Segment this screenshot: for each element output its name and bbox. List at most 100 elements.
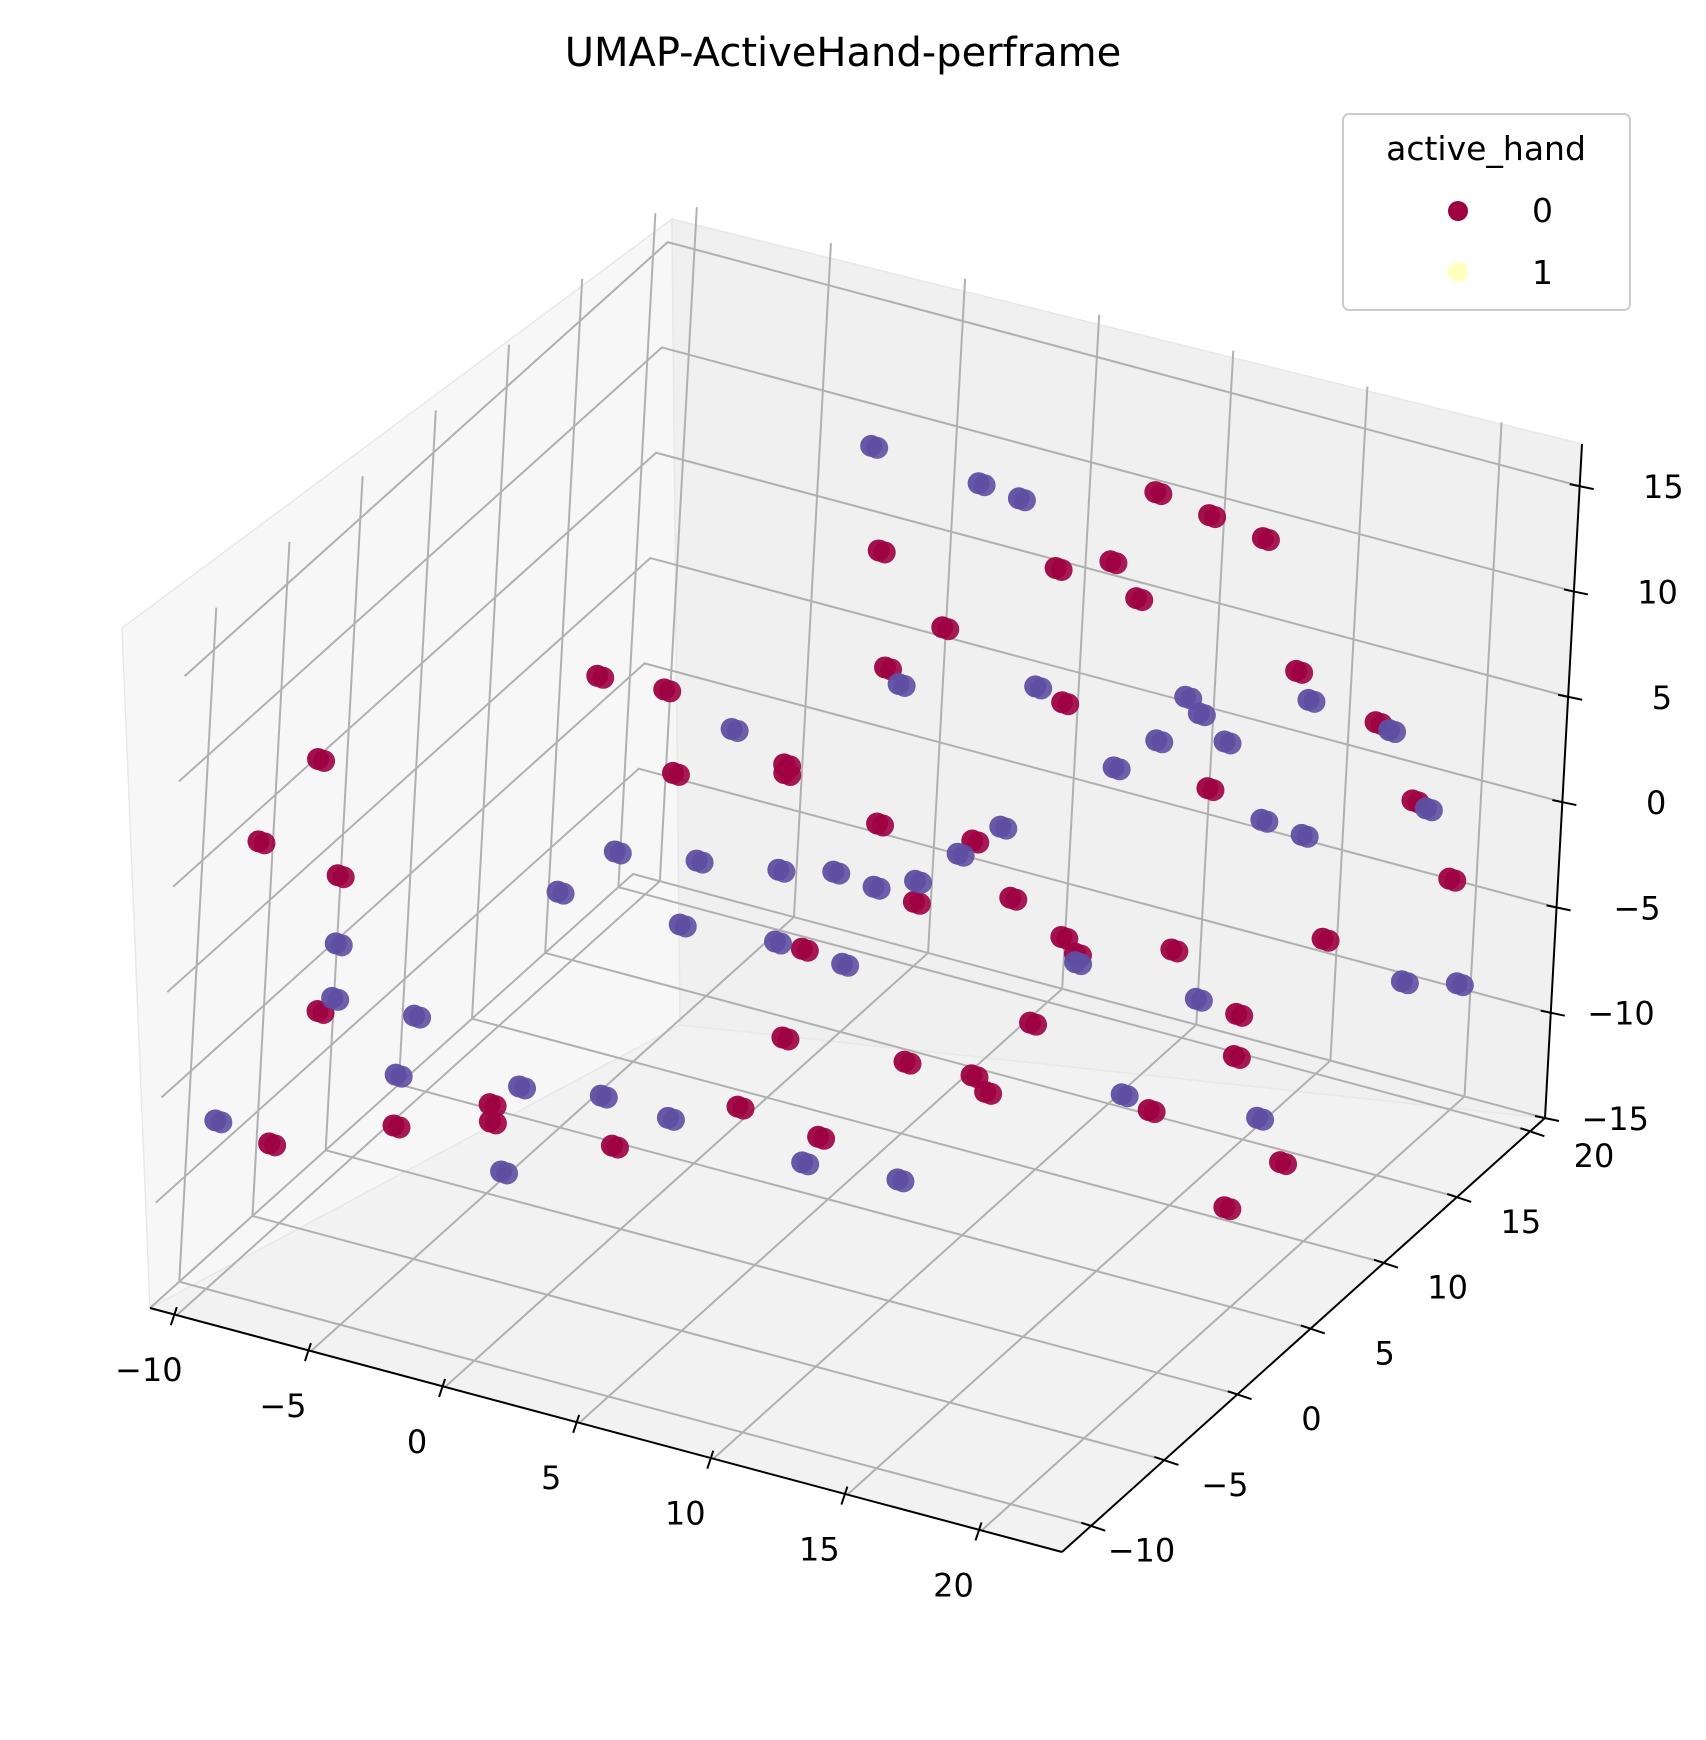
point-red (980, 1082, 1003, 1105)
point-red (1317, 929, 1340, 952)
z-tick-label: 10 (1637, 573, 1678, 611)
x-tick-label: −10 (115, 1351, 183, 1389)
y-tick-label: 0 (1301, 1400, 1321, 1438)
point-blue (1151, 731, 1174, 754)
point-blue (409, 1006, 432, 1029)
x-tick-label: 10 (665, 1495, 706, 1533)
point-red (966, 1066, 989, 1089)
z-tick-mark (1563, 588, 1589, 596)
point-blue (330, 934, 353, 957)
point-blue (662, 1108, 685, 1131)
point-red (1143, 1101, 1166, 1124)
point-red (779, 755, 802, 778)
z-tick-mark (1546, 904, 1571, 912)
point-blue (674, 915, 697, 938)
point-blue (390, 1065, 413, 1088)
point-blue (1420, 799, 1443, 822)
point-blue (866, 436, 889, 459)
point-blue (552, 882, 575, 905)
point-red (606, 1136, 629, 1159)
point-blue (609, 842, 632, 865)
point-red (313, 750, 336, 773)
z-gridline (166, 556, 1563, 993)
point-red (1105, 552, 1128, 575)
point-blue (1070, 953, 1093, 976)
z-tick-label: −15 (1581, 1100, 1649, 1138)
x-tick-mark (974, 1522, 983, 1541)
point-red (1057, 693, 1080, 716)
point-blue (770, 932, 793, 955)
point-red (732, 1097, 755, 1120)
point-red (873, 541, 896, 564)
legend-label-0: 0 (1532, 191, 1553, 230)
point-red (1025, 1013, 1048, 1036)
point-blue (595, 1086, 618, 1109)
point-red (659, 680, 682, 703)
point-blue (1256, 810, 1279, 833)
y-tick-mark (1154, 1455, 1179, 1466)
y-tick-label: 10 (1427, 1269, 1468, 1307)
point-red (1150, 483, 1173, 506)
z-axis-line (1544, 443, 1583, 1119)
y-tick-label: −10 (1108, 1532, 1176, 1570)
point-red (1231, 1004, 1254, 1027)
point-blue (691, 851, 714, 874)
x-tick-mark (303, 1342, 312, 1362)
x-tick-mark (169, 1306, 178, 1326)
point-blue (995, 817, 1018, 840)
point-blue (797, 1153, 820, 1176)
point-blue (973, 474, 996, 497)
point-red (1131, 589, 1154, 612)
point-blue (1303, 690, 1326, 713)
point-red (813, 1127, 836, 1150)
y-tick-label: −5 (1201, 1466, 1248, 1504)
point-blue (910, 871, 933, 894)
y-tick-mark (1446, 1192, 1472, 1203)
z-gridline (155, 767, 1552, 1204)
legend-marker-0 (1448, 201, 1468, 221)
x-tick-label: −5 (259, 1387, 306, 1425)
z-tick-mark (1557, 693, 1583, 701)
point-blue (1193, 704, 1216, 727)
point-blue (1384, 721, 1407, 744)
x-axis-line (149, 1307, 1063, 1553)
point-red (1228, 1046, 1251, 1069)
point-red (253, 832, 276, 855)
point-blue (1252, 1108, 1275, 1131)
point-blue (1108, 758, 1131, 781)
point-red (1204, 506, 1227, 529)
legend: active_hand 0 1 (1342, 113, 1631, 311)
point-red (1202, 779, 1225, 802)
point-red (1275, 1153, 1298, 1176)
y-tick-mark (1080, 1521, 1106, 1532)
z-tick-label: 0 (1646, 784, 1666, 822)
point-red (388, 1116, 411, 1139)
point-blue (1190, 989, 1213, 1012)
point-red (1056, 927, 1079, 950)
x-tick-label: 15 (799, 1531, 840, 1569)
point-blue (952, 844, 975, 867)
axis-lines (149, 443, 1583, 1553)
point-red (1257, 529, 1280, 552)
scatter-points (204, 434, 1474, 1221)
y-axis-ticks: −10 −5 0 5 10 15 20 (1080, 1127, 1614, 1570)
y-axis-line (1061, 1117, 1546, 1553)
x-axis-ticks: −10 −5 0 5 10 15 20 (115, 1306, 983, 1604)
point-red (777, 1028, 800, 1051)
z-axis-ticks: −15 −10 −5 0 5 10 15 (1534, 468, 1684, 1138)
point-red (872, 814, 895, 837)
point-blue (773, 860, 796, 883)
point-blue (210, 1111, 233, 1134)
y-tick-mark (1373, 1258, 1399, 1269)
z-gridline (184, 241, 1580, 677)
z-tick-mark (1552, 799, 1577, 807)
point-red (937, 618, 960, 641)
point-blue (1116, 1085, 1139, 1108)
x-tick-mark (706, 1450, 715, 1470)
point-red (1050, 558, 1073, 581)
point-blue (868, 877, 891, 900)
x-tick-mark (840, 1486, 849, 1505)
legend-title: active_hand (1386, 129, 1586, 168)
point-red (1166, 940, 1189, 963)
